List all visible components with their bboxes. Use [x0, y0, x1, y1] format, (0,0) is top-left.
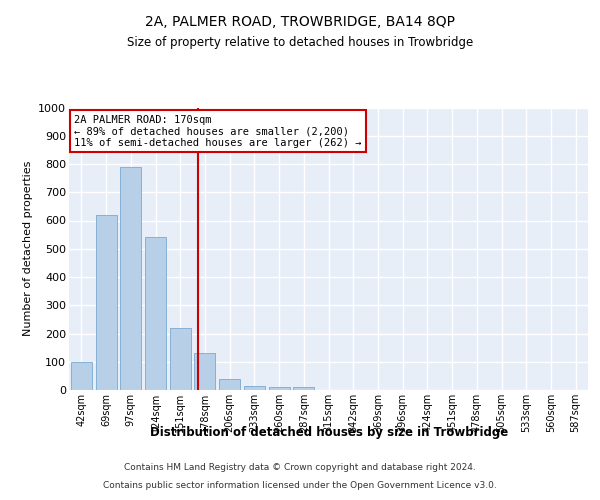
- Text: Contains HM Land Registry data © Crown copyright and database right 2024.: Contains HM Land Registry data © Crown c…: [124, 463, 476, 472]
- Y-axis label: Number of detached properties: Number of detached properties: [23, 161, 32, 336]
- Bar: [269, 387, 290, 390]
- Bar: [194, 354, 215, 390]
- Bar: [219, 378, 240, 390]
- Text: 2A, PALMER ROAD, TROWBRIDGE, BA14 8QP: 2A, PALMER ROAD, TROWBRIDGE, BA14 8QP: [145, 16, 455, 30]
- Text: Contains public sector information licensed under the Open Government Licence v3: Contains public sector information licen…: [103, 480, 497, 490]
- Bar: [293, 387, 314, 390]
- Bar: [170, 328, 191, 390]
- Bar: [71, 362, 92, 390]
- Bar: [145, 238, 166, 390]
- Text: 2A PALMER ROAD: 170sqm
← 89% of detached houses are smaller (2,200)
11% of semi-: 2A PALMER ROAD: 170sqm ← 89% of detached…: [74, 114, 362, 148]
- Bar: [244, 386, 265, 390]
- Text: Size of property relative to detached houses in Trowbridge: Size of property relative to detached ho…: [127, 36, 473, 49]
- Bar: [95, 215, 116, 390]
- Text: Distribution of detached houses by size in Trowbridge: Distribution of detached houses by size …: [149, 426, 508, 439]
- Bar: [120, 167, 141, 390]
